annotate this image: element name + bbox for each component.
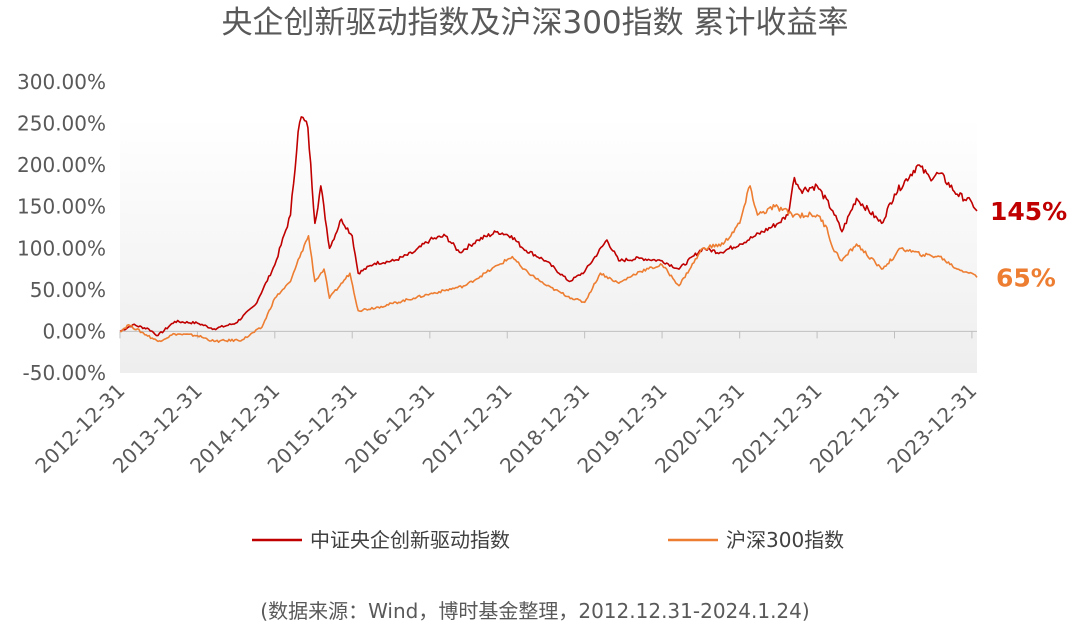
chart-title: 央企创新驱动指数及沪深300指数 累计收益率 bbox=[221, 5, 848, 41]
y-tick-label: 0.00% bbox=[42, 319, 106, 343]
end-labels: 145% 65% bbox=[990, 197, 1067, 293]
y-axis: 300.00% 250.00% 200.00% 150.00% 100.00% 50.00… bbox=[17, 70, 106, 385]
source-note: (数据来源：Wind，博时基金整理，2012.12.31-2024.1.24) bbox=[260, 599, 809, 623]
legend-label: 沪深300指数 bbox=[726, 528, 844, 552]
end-value-label: 65% bbox=[996, 263, 1056, 292]
series-line-1 bbox=[119, 116, 978, 337]
y-tick-label: -50.00% bbox=[23, 361, 106, 385]
plot-area bbox=[120, 118, 977, 373]
y-tick-label: 300.00% bbox=[17, 70, 106, 94]
y-tick-label: 50.00% bbox=[30, 278, 106, 302]
legend: 中证央企创新驱动指数 沪深300指数 bbox=[252, 528, 844, 552]
y-tick-label: 250.00% bbox=[17, 112, 106, 136]
legend-label: 中证央企创新驱动指数 bbox=[310, 528, 510, 552]
y-tick-label: 100.00% bbox=[17, 236, 106, 260]
end-value-label: 145% bbox=[990, 197, 1067, 226]
series-lines bbox=[119, 116, 978, 344]
y-tick-label: 150.00% bbox=[17, 195, 106, 219]
series-line-2 bbox=[119, 185, 978, 344]
y-tick-label: 200.00% bbox=[17, 153, 106, 177]
